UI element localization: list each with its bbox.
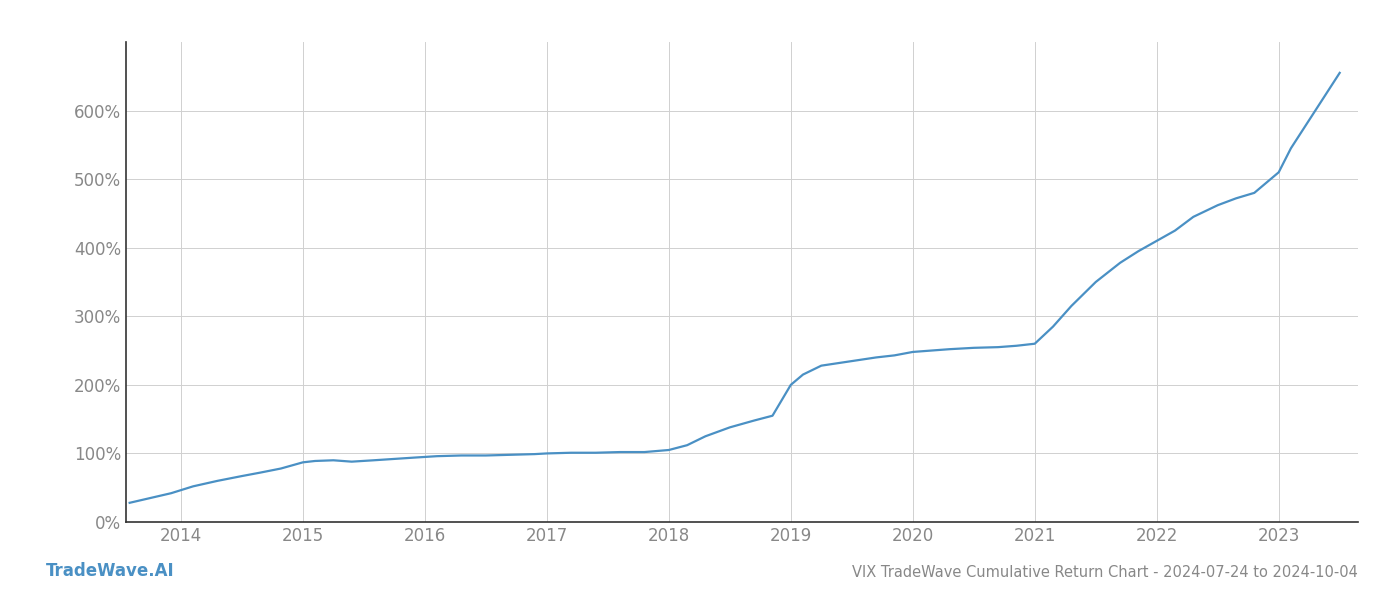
Text: TradeWave.AI: TradeWave.AI bbox=[46, 562, 175, 580]
Text: VIX TradeWave Cumulative Return Chart - 2024-07-24 to 2024-10-04: VIX TradeWave Cumulative Return Chart - … bbox=[853, 565, 1358, 580]
